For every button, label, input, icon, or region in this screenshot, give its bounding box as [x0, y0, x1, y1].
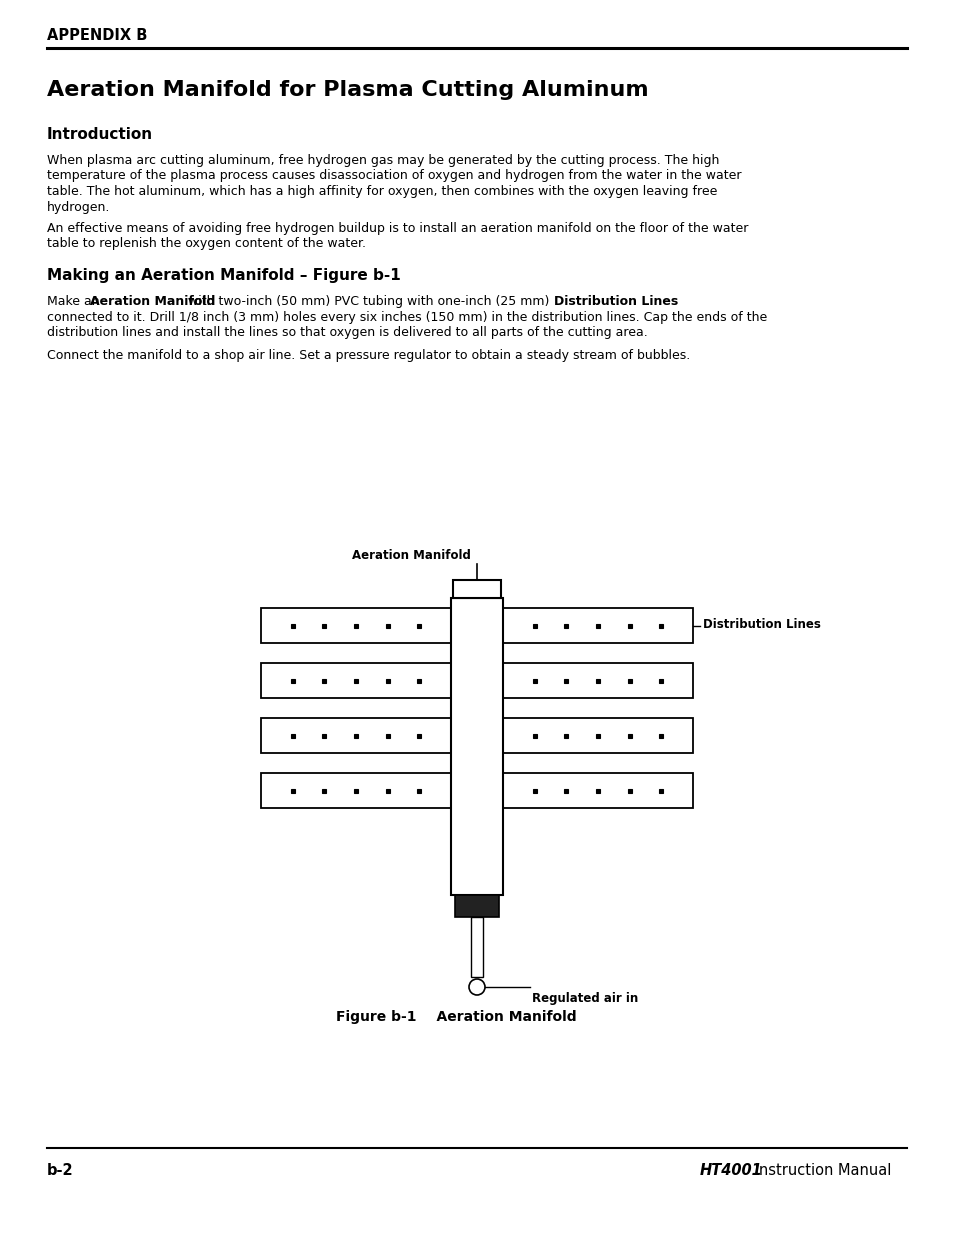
Text: distribution lines and install the lines so that oxygen is delivered to all part: distribution lines and install the lines… [47, 326, 647, 338]
Bar [471, 918, 482, 977]
Text: Figure b-1: Figure b-1 [336, 1010, 416, 1024]
Text: Distribution Lines: Distribution Lines [702, 618, 820, 631]
Text: temperature of the plasma process causes disassociation of oxygen and hydrogen f: temperature of the plasma process causes… [47, 169, 740, 183]
Text: Connect the manifold to a shop air line. Set a pressure regulator to obtain a st: Connect the manifold to a shop air line.… [47, 350, 690, 362]
Text: Instruction Manual: Instruction Manual [749, 1163, 890, 1178]
Text: hydrogen.: hydrogen. [47, 200, 111, 214]
Text: HT4001: HT4001 [700, 1163, 762, 1178]
Bar [451, 598, 502, 895]
Text: Aeration Manifold: Aeration Manifold [90, 295, 215, 308]
Text: with two-inch (50 mm) PVC tubing with one-inch (25 mm): with two-inch (50 mm) PVC tubing with on… [184, 295, 553, 308]
Bar [502, 773, 692, 808]
Bar [455, 895, 498, 918]
Bar [502, 718, 692, 753]
Text: Aeration Manifold: Aeration Manifold [352, 550, 471, 562]
Text: connected to it. Drill 1/8 inch (3 mm) holes every six inches (150 mm) in the di: connected to it. Drill 1/8 inch (3 mm) h… [47, 310, 766, 324]
Text: table to replenish the oxygen content of the water.: table to replenish the oxygen content of… [47, 237, 366, 251]
Circle shape [469, 979, 484, 995]
Bar [502, 663, 692, 698]
Text: When plasma arc cutting aluminum, free hydrogen gas may be generated by the cutt: When plasma arc cutting aluminum, free h… [47, 154, 719, 167]
Bar [261, 608, 451, 643]
Text: Make an: Make an [47, 295, 104, 308]
Text: Making an Aeration Manifold – Figure b-1: Making an Aeration Manifold – Figure b-1 [47, 268, 400, 283]
Text: Distribution Lines: Distribution Lines [554, 295, 678, 308]
Bar [261, 663, 451, 698]
Text: Aeration Manifold for Plasma Cutting Aluminum: Aeration Manifold for Plasma Cutting Alu… [47, 80, 648, 100]
Bar [453, 580, 500, 598]
Bar [502, 608, 692, 643]
Text: APPENDIX B: APPENDIX B [47, 28, 147, 43]
Text: Regulated air in: Regulated air in [532, 992, 638, 1005]
Text: An effective means of avoiding free hydrogen buildup is to install an aeration m: An effective means of avoiding free hydr… [47, 222, 747, 235]
Bar [261, 718, 451, 753]
Text: Aeration Manifold: Aeration Manifold [416, 1010, 576, 1024]
Text: table. The hot aluminum, which has a high affinity for oxygen, then combines wit: table. The hot aluminum, which has a hig… [47, 185, 717, 198]
Bar [261, 773, 451, 808]
Text: Introduction: Introduction [47, 127, 153, 142]
Text: b-2: b-2 [47, 1163, 73, 1178]
